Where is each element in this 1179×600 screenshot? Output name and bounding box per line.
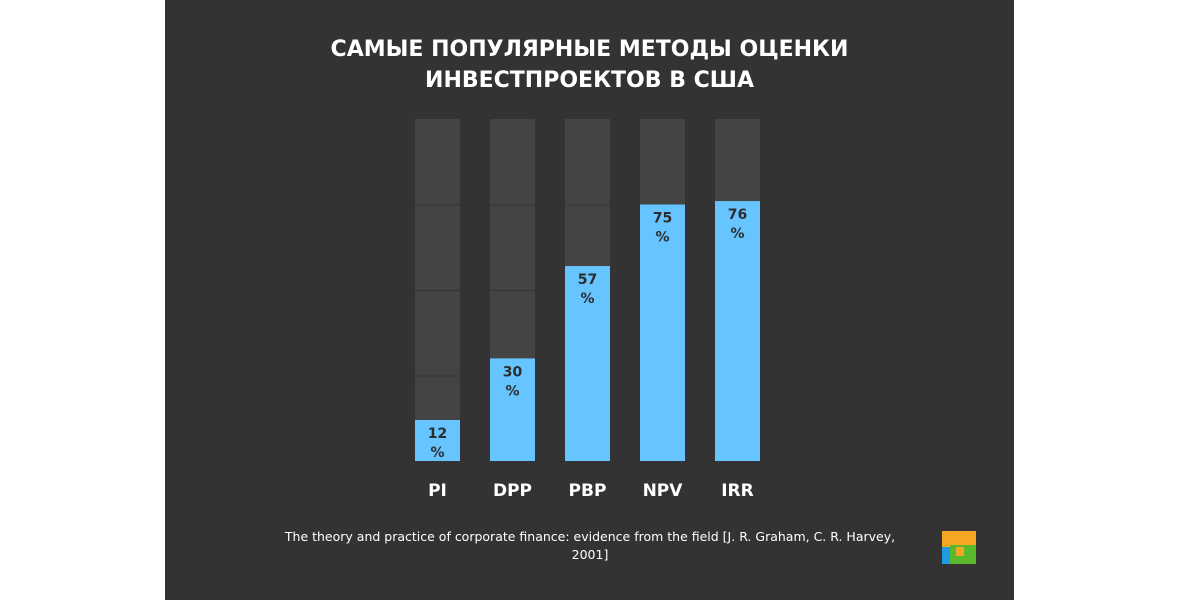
bar-value-label-line: % bbox=[655, 230, 669, 246]
bar-track-segment bbox=[415, 291, 460, 376]
bar-value-label: 12% bbox=[428, 426, 447, 461]
bar-value-label-line: 76 bbox=[728, 207, 747, 223]
bar-track-segment bbox=[490, 119, 535, 205]
chart-title: САМЫЕ ПОПУЛЯРНЫЕ МЕТОДЫ ОЦЕНКИ ИНВЕСТПРО… bbox=[165, 34, 1014, 96]
category-label-pi: PI bbox=[428, 481, 447, 501]
source-caption: The theory and practice of corporate fin… bbox=[284, 529, 896, 562]
bar-value-label-line: % bbox=[580, 291, 594, 307]
bar-track-segment bbox=[715, 119, 760, 205]
bar-npv bbox=[640, 204, 685, 461]
bar-value-label: 57% bbox=[578, 272, 597, 307]
bar-chart: 12 % PI 30 % DPP 57 % PBP 75 % NPV 76 % IRR bbox=[415, 119, 760, 501]
bar-dpp bbox=[490, 358, 535, 461]
bar-pbp bbox=[565, 266, 610, 461]
bar-value-label: 76% bbox=[728, 207, 747, 242]
bar-value-label-line: % bbox=[505, 383, 519, 399]
bar-value-label-line: % bbox=[730, 226, 744, 242]
bar-group-irr: 76 % IRR bbox=[715, 119, 760, 501]
category-label-dpp: DPP bbox=[493, 481, 532, 501]
bar-value-label-line: 57 bbox=[578, 272, 597, 288]
bar-group-pbp: 57 % PBP bbox=[565, 119, 610, 501]
bar-value-label: 75% bbox=[653, 211, 672, 246]
bar-group-dpp: 30 % DPP bbox=[490, 119, 535, 501]
bar-value-label-line: 30 bbox=[503, 364, 523, 380]
chart-title-line-1: САМЫЕ ПОПУЛЯРНЫЕ МЕТОДЫ ОЦЕНКИ bbox=[330, 37, 849, 62]
bar-track-segment bbox=[415, 119, 460, 205]
logo-block bbox=[942, 547, 950, 564]
bar-track-segment bbox=[415, 205, 460, 290]
chart-title-line-2: ИНВЕСТПРОЕКТОВ В США bbox=[425, 68, 754, 93]
category-label-npv: NPV bbox=[643, 481, 684, 501]
category-label-pbp: PBP bbox=[569, 481, 607, 501]
brand-logo bbox=[942, 531, 976, 564]
chart-card: САМЫЕ ПОПУЛЯРНЫЕ МЕТОДЫ ОЦЕНКИ ИНВЕСТПРО… bbox=[165, 0, 1014, 600]
logo-block bbox=[956, 547, 964, 556]
bar-track-segment bbox=[640, 119, 685, 205]
bar-track-segment bbox=[565, 119, 610, 205]
bar-value-label-line: % bbox=[430, 445, 444, 461]
category-label-irr: IRR bbox=[721, 481, 754, 501]
bar-group-pi: 12 % PI bbox=[415, 119, 460, 501]
bar-value-label: 30% bbox=[503, 364, 523, 399]
bar-irr bbox=[715, 201, 760, 461]
bar-group-npv: 75 % NPV bbox=[640, 119, 685, 501]
bar-track-segment bbox=[490, 205, 535, 290]
logo-block bbox=[942, 531, 976, 547]
bar-value-label-line: 75 bbox=[653, 211, 672, 227]
bar-value-label-line: 12 bbox=[428, 426, 447, 442]
bar-pi bbox=[415, 419, 460, 461]
